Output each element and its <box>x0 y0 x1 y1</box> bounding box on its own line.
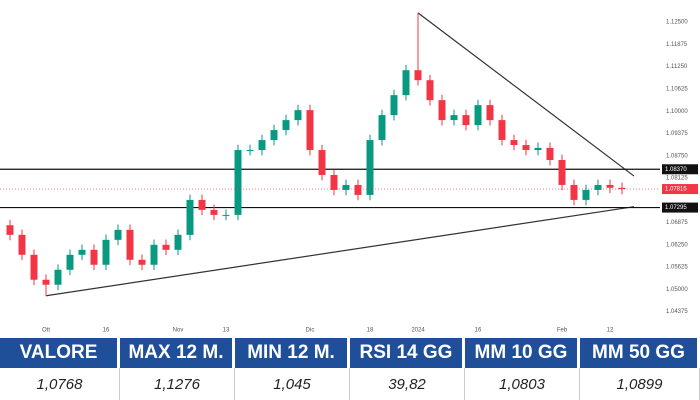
level-label-box <box>662 164 698 175</box>
candle-body <box>234 150 242 215</box>
y-tick-label: 1.08750 <box>666 153 688 159</box>
candle-body <box>6 225 14 235</box>
candle-body <box>510 140 518 146</box>
candle-body <box>150 244 158 265</box>
x-tick-label: Feb <box>557 328 568 334</box>
y-tick-label: 1.10625 <box>666 86 688 92</box>
candle-body <box>390 95 398 116</box>
table-header: MIN 12 M. <box>235 338 350 368</box>
table-header: MM 10 GG <box>465 338 580 368</box>
candle-body <box>438 100 446 121</box>
candle-body <box>294 110 302 121</box>
candle-body <box>426 80 434 101</box>
y-tick-label: 1.10000 <box>666 109 688 115</box>
level-label-box <box>662 202 698 213</box>
candle-body <box>114 229 122 240</box>
table-header: MAX 12 M. <box>120 338 235 368</box>
last-price-box <box>662 184 698 195</box>
table-cell: 1,1276 <box>120 368 235 400</box>
candle-body <box>126 229 134 260</box>
candle-body <box>66 254 74 270</box>
candle-body <box>402 70 410 96</box>
candle-body <box>342 184 350 190</box>
x-tick-label: Ott <box>42 328 50 334</box>
table-cell: 1,0768 <box>0 368 120 400</box>
y-tick-label: 1.06250 <box>666 242 688 248</box>
candle-body <box>78 249 86 255</box>
candle-body <box>618 187 626 190</box>
candle-body <box>330 174 338 190</box>
candle-body <box>546 147 554 161</box>
x-tick-label: 2024 <box>411 328 425 334</box>
candle-body <box>282 120 290 131</box>
table-header: RSI 14 GG <box>350 338 465 368</box>
x-tick-label: Dic <box>306 328 315 334</box>
candle-body <box>42 279 50 285</box>
table-header: MM 50 GG <box>580 338 700 368</box>
y-tick-label: 1.05625 <box>666 265 688 271</box>
table-header: VALORE <box>0 338 120 368</box>
x-tick-label: 12 <box>607 328 614 334</box>
x-tick-label: Nov <box>173 328 184 334</box>
x-tick-label: 16 <box>103 328 110 334</box>
y-tick-label: 1.06875 <box>666 220 688 226</box>
candle-body <box>258 140 266 151</box>
candle-body <box>102 239 110 265</box>
candle-body <box>198 199 206 210</box>
candle-body <box>582 189 590 200</box>
x-tick-label: 13 <box>223 328 230 334</box>
candle-body <box>138 259 146 265</box>
last-price-label: 1.07815 <box>665 187 687 193</box>
candle-body <box>378 115 386 141</box>
table-cell: 1,045 <box>235 368 350 400</box>
y-tick-label: 1.11250 <box>666 64 688 70</box>
candle-body <box>18 234 26 255</box>
candle-body <box>90 249 98 265</box>
candle-body <box>354 184 362 195</box>
chart: 1.12500 1.11875 1.11250 1.10625 1.10000 1.093… <box>0 12 698 334</box>
candle-body <box>246 150 254 152</box>
y-tick-label: 1.09375 <box>666 131 688 137</box>
candle-body <box>558 160 566 185</box>
candle-body <box>174 234 182 250</box>
trendline <box>45 206 635 297</box>
candle-body <box>606 184 614 188</box>
level-label: 1.08370 <box>665 167 687 173</box>
y-tick-label: 1.08125 <box>666 176 688 182</box>
y-tick-label: 1.05000 <box>666 287 688 293</box>
table-cell: 1,0899 <box>580 368 700 400</box>
y-tick-label: 1.12500 <box>666 20 688 26</box>
table-cell: 1,0803 <box>465 368 580 400</box>
trendline <box>417 12 635 177</box>
candle-body <box>30 254 38 280</box>
level-label: 1.07295 <box>665 205 687 211</box>
x-tick-label: 18 <box>367 328 374 334</box>
stats-table: VALORE MAX 12 M. MIN 12 M. RSI 14 GG MM 10 G… <box>0 338 700 400</box>
candle-body <box>162 244 170 250</box>
candle-body <box>210 209 218 215</box>
y-tick-label: 1.11875 <box>666 42 688 48</box>
candle-body <box>222 214 230 216</box>
candle-body <box>486 105 494 121</box>
candle-body <box>534 147 542 151</box>
candle-body <box>186 199 194 235</box>
candle-body <box>306 110 314 151</box>
table-cell: 39,82 <box>350 368 465 400</box>
candle-body <box>366 140 374 195</box>
candle-body <box>318 150 326 175</box>
candle-body <box>54 269 62 285</box>
x-tick-label: 16 <box>475 328 482 334</box>
y-tick-label: 1.04375 <box>666 309 688 315</box>
candle-body <box>570 184 578 200</box>
candle-body <box>450 115 458 121</box>
candle-body <box>270 130 278 141</box>
candle-body <box>594 184 602 190</box>
candle-body <box>522 145 530 151</box>
candle-body <box>414 70 422 81</box>
candle-body <box>474 105 482 126</box>
candle-body <box>498 120 506 141</box>
candle-body <box>462 115 470 126</box>
